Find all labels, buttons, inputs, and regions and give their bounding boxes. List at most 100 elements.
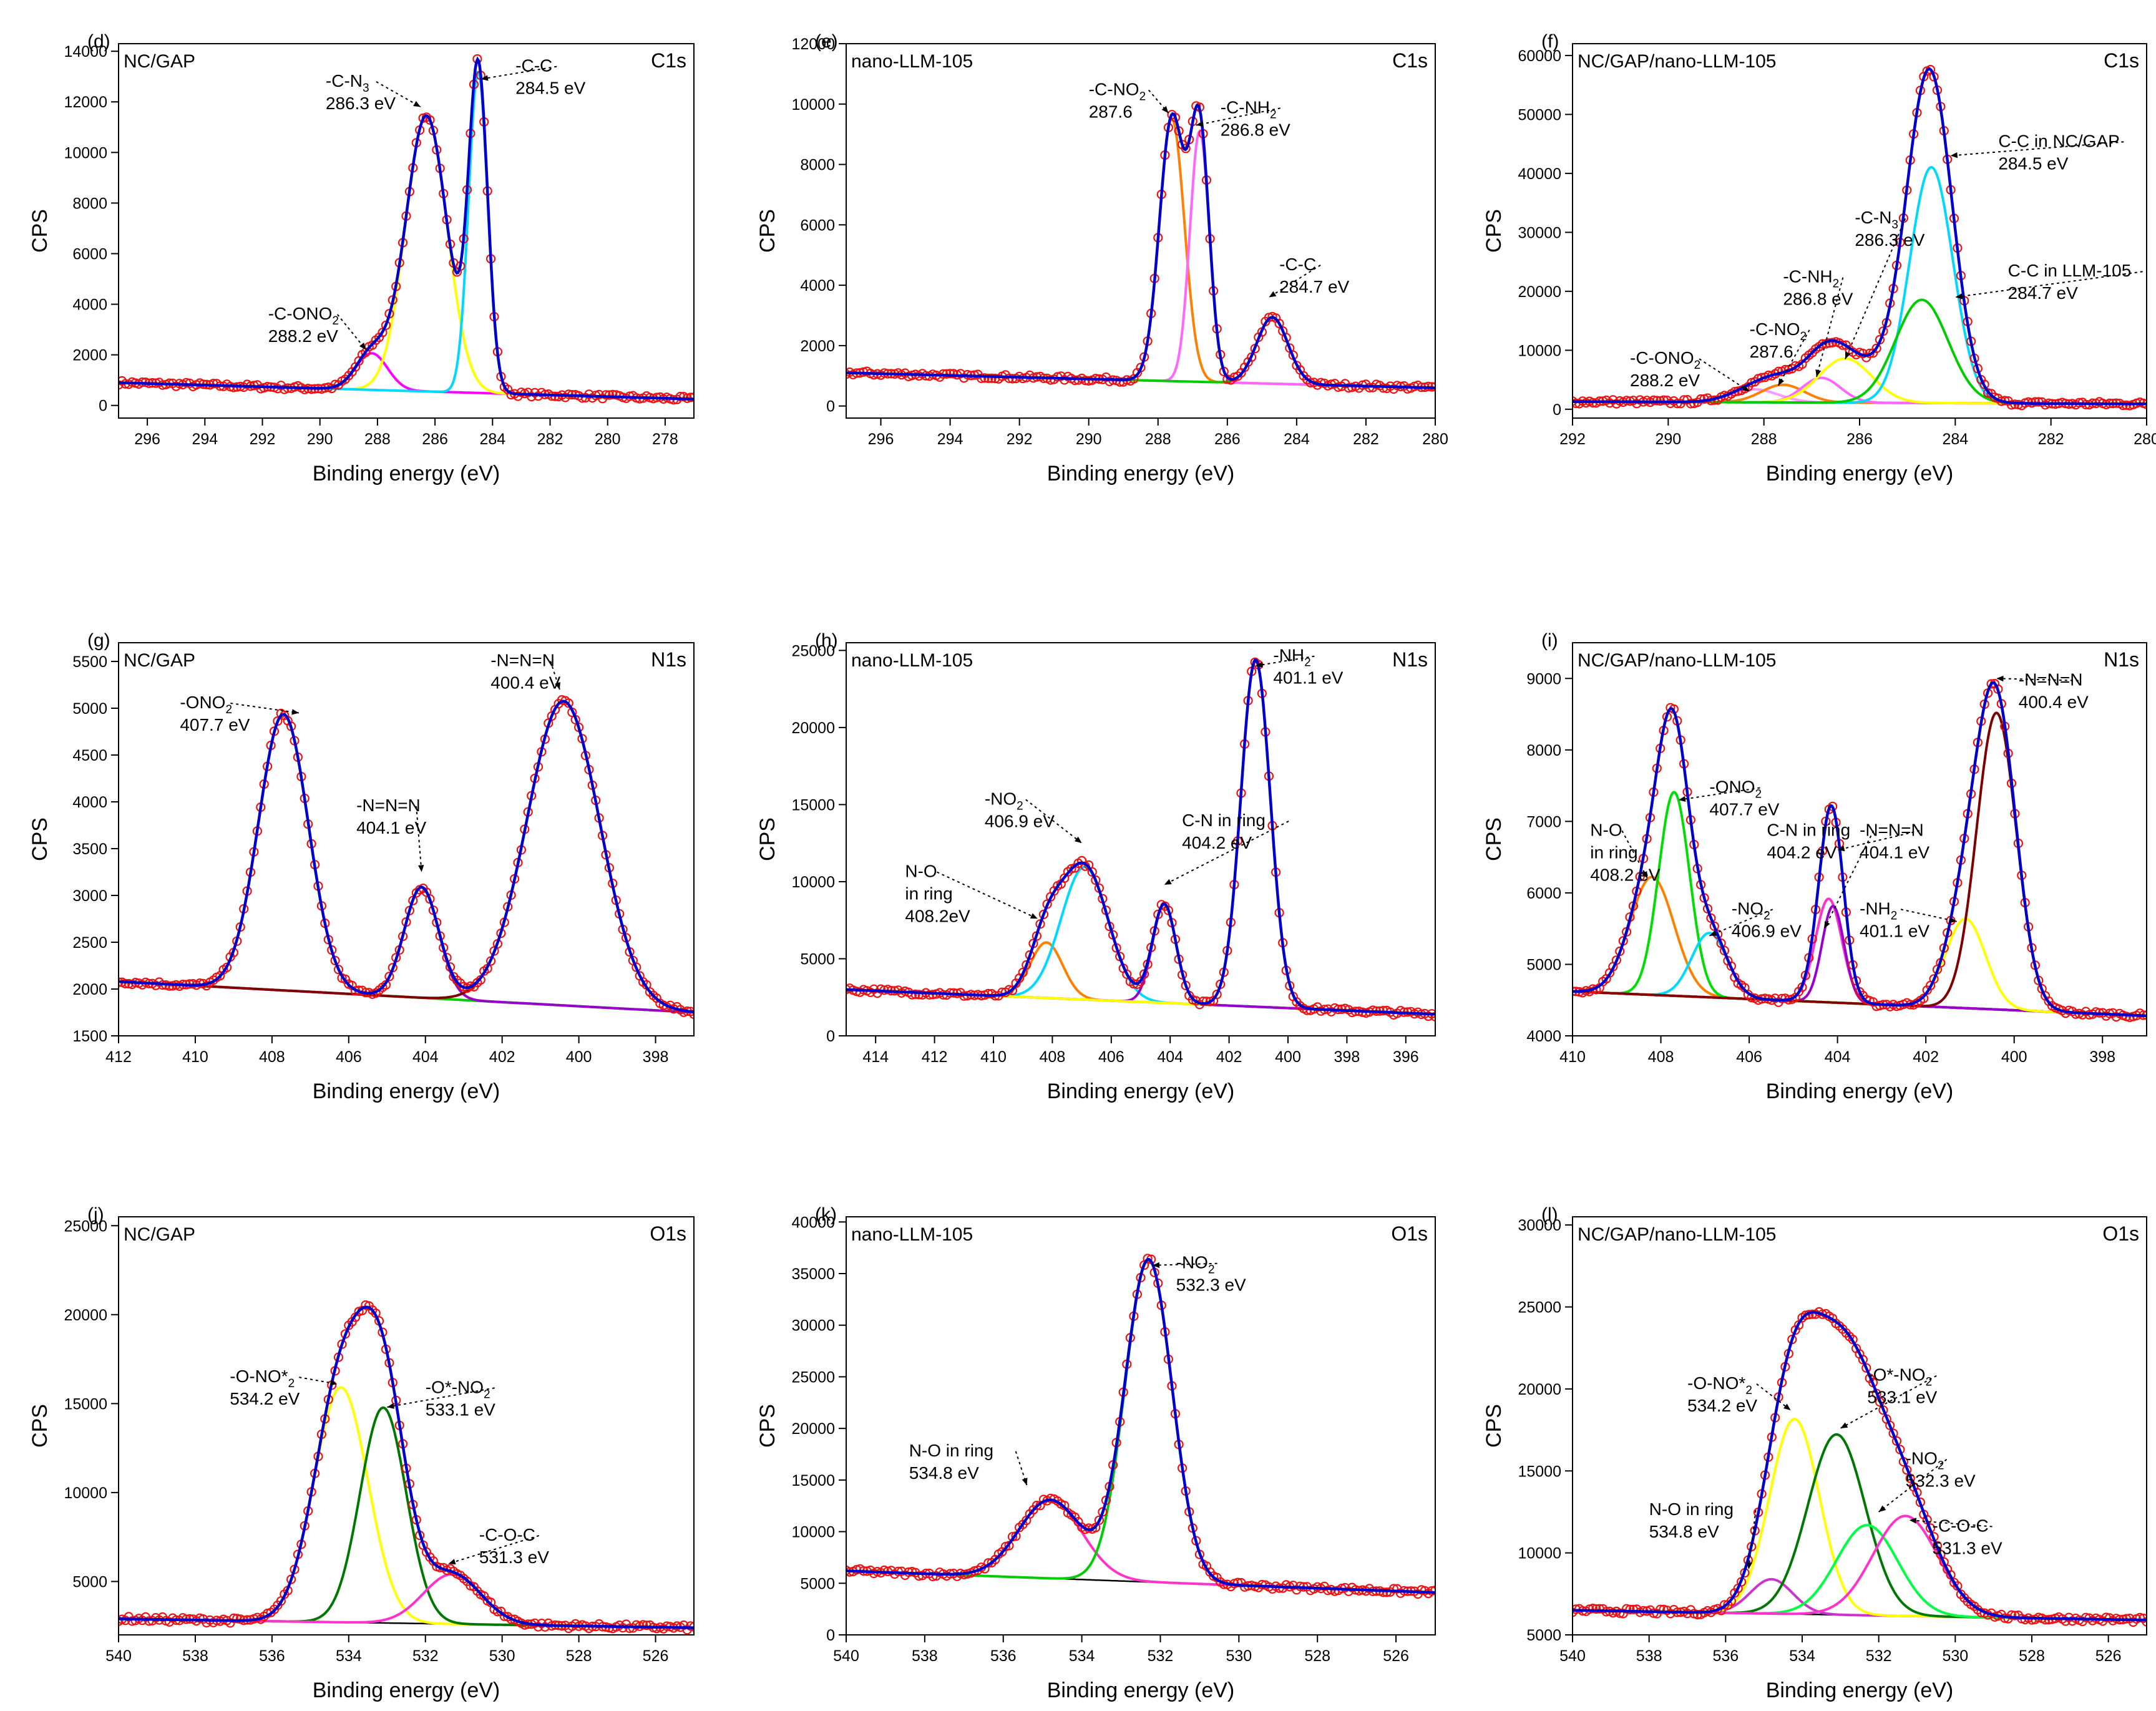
annotation-line: 532.3 eV [1176, 1275, 1246, 1295]
x-axis-label: Binding energy (eV) [313, 1080, 500, 1103]
y-tick-label: 7000 [1526, 813, 1561, 831]
x-tick-label: 538 [182, 1647, 208, 1665]
panel-letter: (h) [815, 630, 838, 651]
data-point [1198, 996, 1208, 1007]
arrow-head [1075, 836, 1082, 844]
x-tick-label: 536 [259, 1647, 285, 1665]
y-tick-label: 10000 [791, 1524, 835, 1541]
data-point [1136, 977, 1146, 987]
data-point [1091, 1523, 1101, 1533]
x-tick-label: 278 [652, 431, 678, 448]
arrow-head [1778, 378, 1785, 386]
data-point [907, 990, 917, 1000]
arrow-head [1815, 369, 1822, 377]
annotation-arrow [336, 314, 367, 351]
arrow-head [387, 1403, 394, 1409]
data-point [425, 115, 435, 125]
data-point [164, 981, 174, 991]
x-tick-label: 540 [833, 1647, 859, 1665]
y-tick-label: 5000 [72, 700, 107, 718]
annotation-arrow [448, 1534, 540, 1564]
peak-annotation: N-O in ring 408.2eV [905, 862, 1038, 926]
data-point [638, 1620, 648, 1630]
component-peak [1573, 1417, 2147, 1622]
annotation-arrow [1255, 655, 1315, 667]
plot-area [119, 695, 694, 1019]
y-tick-label: 4000 [800, 277, 835, 295]
y-tick-label: 12000 [64, 94, 107, 111]
x-tick-label: 540 [105, 1647, 132, 1665]
x-tick-label: 534 [336, 1647, 362, 1665]
x-tick-label: 528 [566, 1647, 592, 1665]
x-tick-label: 402 [1216, 1048, 1242, 1066]
data-point [1344, 383, 1354, 393]
y-tick-label: 14000 [64, 43, 107, 61]
annotation-arrow [1025, 799, 1083, 844]
annotation-line: 288.2 eV [1630, 371, 1700, 390]
y-tick-label: 5000 [1526, 956, 1561, 973]
annotation-line: -C-NH2 [1221, 97, 1277, 121]
annotation-line: -NO2 [985, 789, 1023, 812]
y-tick-label: 4000 [72, 296, 107, 314]
panel-title: NC/GAP [124, 1224, 195, 1245]
x-tick-label: 398 [1334, 1048, 1360, 1066]
x-tick-label: 408 [259, 1048, 285, 1066]
y-tick-label: 2000 [72, 347, 107, 364]
peak-annotation: -C-C 284.7 eV [1268, 255, 1350, 298]
data-point [601, 390, 611, 400]
peak-annotation: C-N in ring 404.2 eV [1164, 811, 1289, 885]
fit-envelope [846, 103, 1435, 389]
x-tick-label: 528 [2019, 1647, 2045, 1665]
annotation-arrow [299, 1377, 338, 1385]
data-point [1706, 913, 1716, 923]
annotation-line: -NH2 [1860, 899, 1897, 922]
peak-annotation: N-O in ring 534.8 eV [1649, 1499, 1757, 1570]
data-point [1094, 1515, 1105, 1525]
arrow-head [1196, 120, 1204, 127]
data-point [1181, 144, 1191, 154]
y-tick-label: 10000 [1518, 1545, 1561, 1562]
annotation-line: 533.1 eV [426, 1400, 495, 1419]
annotation-line: N-O [1590, 820, 1622, 839]
x-tick-label: 410 [1559, 1048, 1586, 1066]
annotation-line: 401.1 eV [1273, 668, 1343, 688]
y-tick-label: 0 [826, 398, 835, 416]
annotation-line: 404.2 eV [1182, 833, 1252, 852]
data-point [1591, 1604, 1601, 1614]
arrow-head [291, 709, 299, 715]
annotation-line: 534.2 eV [230, 1389, 300, 1408]
fit-envelope [1573, 67, 2147, 406]
annotation-arrow [416, 806, 422, 872]
plot-area [846, 1254, 1435, 1599]
component-peak [119, 114, 694, 401]
component-peak [846, 1259, 1435, 1594]
annotation-arrow [1996, 678, 2079, 681]
y-tick-label: 30000 [1518, 1217, 1561, 1234]
data-point [1685, 399, 1695, 409]
data-point [1696, 394, 1706, 404]
annotation-line: -ONO2 [180, 693, 232, 716]
annotation-line: 531.3 eV [479, 1548, 549, 1567]
data-point [1143, 1254, 1153, 1264]
x-tick-label: 526 [2095, 1647, 2122, 1665]
x-tick-label: 282 [537, 431, 563, 448]
x-tick-label: 410 [182, 1048, 208, 1066]
x-tick-label: 406 [336, 1048, 362, 1066]
y-tick-label: 0 [99, 397, 107, 415]
y-tick-label: 35000 [791, 1265, 835, 1283]
data-point [563, 698, 573, 708]
annotation-line: -C-NH2 [1783, 267, 1839, 291]
peak-annotation: -N=N=N 404.1 eV [356, 796, 427, 872]
annotation-arrow [480, 66, 557, 80]
annotation-arrow [1816, 277, 1844, 378]
x-axis-label: Binding energy (eV) [313, 462, 500, 485]
annotation-arrow [1621, 830, 1649, 879]
y-tick-label: 4000 [1526, 1028, 1561, 1045]
annotation-line: 287.6 [1089, 102, 1133, 121]
